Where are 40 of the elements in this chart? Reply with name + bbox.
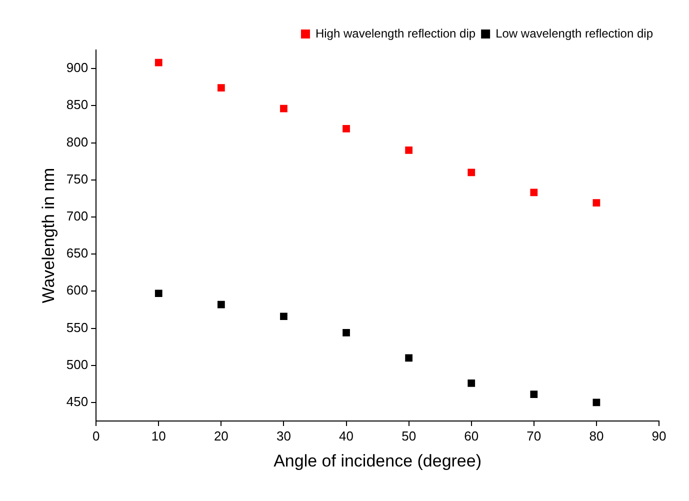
y-tick-label: 700 — [66, 208, 88, 224]
point — [154, 58, 162, 66]
point — [405, 354, 412, 362]
point — [342, 124, 350, 132]
y-tick-label: 900 — [66, 60, 88, 76]
point — [592, 398, 600, 406]
y-tick-label: 450 — [66, 394, 88, 410]
legend-label: High wavelength reflection dip — [315, 26, 476, 40]
legend-label: Low wavelength reflection dip — [496, 26, 654, 40]
y-tick-label: 550 — [66, 320, 88, 335]
point — [468, 379, 476, 387]
y-tick-label: 650 — [66, 246, 88, 261]
y-tick-label: 750 — [66, 171, 88, 186]
x-tick-label: 80 — [589, 428, 604, 444]
x-tick-label: 20 — [214, 428, 228, 444]
x-tick-label: 70 — [526, 428, 542, 444]
point — [468, 168, 476, 176]
y-tick-label: 850 — [66, 97, 88, 112]
point — [592, 199, 600, 207]
x-tick-label: 90 — [652, 428, 666, 444]
point — [342, 329, 350, 336]
x-tick-label: 50 — [402, 428, 416, 444]
x-axis-title: Angle of incidence (degree) — [274, 451, 482, 470]
x-tick-label: 30 — [276, 428, 291, 444]
point — [530, 188, 538, 196]
point — [218, 84, 225, 92]
x-tick-label: 10 — [151, 428, 166, 444]
point — [280, 312, 288, 320]
point — [280, 104, 288, 112]
x-tick-label: 60 — [464, 428, 479, 444]
y-tick-label: 600 — [66, 282, 88, 298]
point — [218, 300, 225, 308]
y-tick-label: 500 — [66, 356, 88, 372]
point — [154, 290, 162, 298]
point — [530, 390, 538, 398]
x-tick-label: 0 — [92, 428, 100, 444]
x-tick-label: 40 — [339, 428, 354, 444]
y-axis-title: Wavelength in nm — [38, 168, 58, 304]
point — [405, 146, 412, 154]
y-tick-label: 800 — [66, 134, 88, 150]
